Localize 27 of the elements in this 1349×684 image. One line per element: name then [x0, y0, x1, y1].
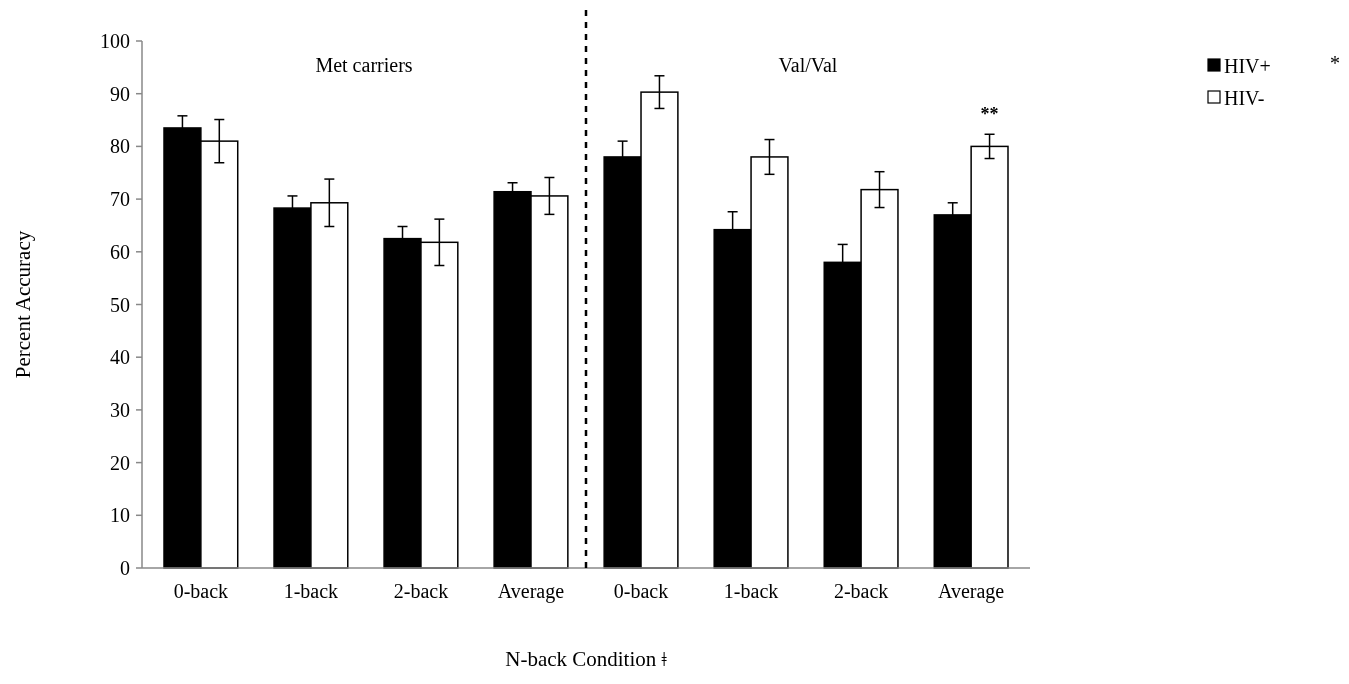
y-tick-label: 60	[110, 240, 130, 263]
x-tick-label: 0-back	[613, 580, 669, 602]
text: *	[1330, 52, 1340, 74]
y-tick-label: 0	[120, 557, 130, 579]
x-tick-label: 2-back	[833, 580, 889, 602]
x-tick-label: 2-back	[393, 580, 449, 602]
x-tick-label: 0-back	[173, 580, 229, 602]
x-axis-title: N-back Condition ǂ	[505, 647, 668, 671]
x-tick-label: Average	[938, 580, 1005, 603]
annotation: Val/Val	[778, 54, 838, 76]
legend-label: HIV-	[1224, 87, 1265, 109]
y-tick-label: 90	[110, 82, 130, 105]
y-tick-label: 20	[110, 451, 130, 474]
y-tick-label: 40	[110, 346, 130, 369]
y-tick-label: 100	[100, 30, 130, 52]
annotation: Met carriers	[315, 54, 413, 76]
y-tick-label: 10	[110, 504, 130, 527]
y-axis-title: Percent Accuracy	[11, 230, 35, 379]
legend-label: HIV+	[1224, 55, 1271, 77]
y-tick-label: 50	[110, 293, 130, 316]
y-tick-label: 70	[110, 188, 130, 211]
x-tick-label: Average	[497, 580, 565, 603]
y-tick-label: 30	[110, 398, 130, 421]
annotation: **	[980, 104, 999, 125]
x-tick-label: 1-back	[283, 580, 339, 602]
y-tick-label: 80	[110, 135, 130, 158]
x-tick-label: 1-back	[723, 580, 779, 602]
